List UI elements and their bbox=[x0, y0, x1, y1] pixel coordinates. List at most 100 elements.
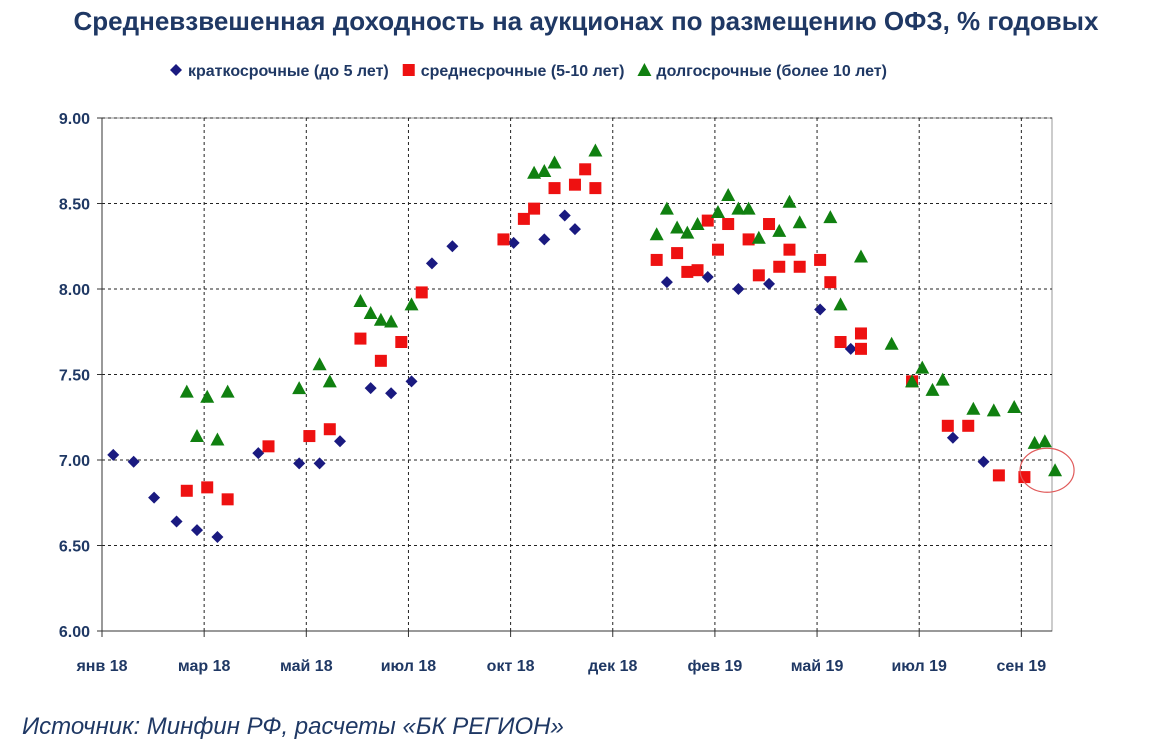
data-point-square bbox=[793, 260, 806, 273]
x-axis: янв 18 мар 18 май 18 июл 18 окт 18 дек 18 фев … bbox=[75, 630, 1052, 675]
data-point-diamond bbox=[405, 375, 418, 388]
data-point-square bbox=[711, 243, 724, 256]
x-tick-label: дек 18 bbox=[588, 658, 637, 675]
x-tick-label: сен 19 bbox=[997, 658, 1047, 675]
data-point-square bbox=[671, 247, 684, 260]
data-point-triangle bbox=[1007, 399, 1022, 413]
data-point-square bbox=[395, 336, 408, 349]
data-point-diamond bbox=[814, 303, 827, 316]
data-point-diamond bbox=[568, 223, 581, 236]
data-point-square bbox=[589, 182, 602, 195]
data-point-square bbox=[773, 260, 786, 273]
data-point-square bbox=[528, 202, 541, 215]
legend-marker-diamond bbox=[170, 64, 182, 76]
data-point-triangle bbox=[220, 384, 235, 398]
legend-item: долгосрочные (более 10 лет) bbox=[637, 63, 887, 80]
y-tick-label: 8.50 bbox=[59, 197, 90, 214]
data-point-triangle bbox=[312, 357, 327, 371]
data-point-diamond bbox=[946, 431, 959, 444]
data-point-triangle bbox=[925, 382, 940, 396]
data-point-triangle bbox=[833, 297, 848, 311]
x-tick-label: мар 18 bbox=[178, 658, 231, 675]
data-point-diamond bbox=[107, 448, 120, 461]
data-point-diamond bbox=[538, 233, 551, 246]
data-point-diamond bbox=[191, 524, 203, 537]
data-point-triangle bbox=[1037, 434, 1052, 448]
data-point-square bbox=[854, 342, 867, 355]
data-point-triangle bbox=[966, 401, 981, 415]
data-point-diamond bbox=[252, 447, 265, 460]
data-point-square bbox=[497, 233, 510, 246]
data-point-square bbox=[814, 253, 827, 266]
data-point-square bbox=[548, 182, 561, 195]
highlight-circle bbox=[1019, 447, 1075, 493]
data-point-square bbox=[962, 419, 975, 432]
data-point-triangle bbox=[731, 201, 746, 215]
legend-label: краткосрочные (до 5 лет) bbox=[188, 63, 389, 80]
data-point-triangle bbox=[373, 312, 388, 326]
data-point-diamond bbox=[446, 240, 459, 253]
data-point-diamond bbox=[425, 257, 438, 270]
y-tick-label: 7.00 bbox=[59, 453, 90, 470]
chart-title: Средневзвешенная доходность на аукционах… bbox=[74, 6, 1099, 36]
data-point-square bbox=[323, 423, 336, 436]
data-point-triangle bbox=[690, 217, 705, 231]
series-markers bbox=[107, 143, 1063, 543]
data-point-square bbox=[374, 354, 387, 367]
data-point-triangle bbox=[670, 220, 685, 234]
data-point-square bbox=[262, 440, 275, 453]
data-point-triangle bbox=[680, 225, 695, 239]
data-point-square bbox=[1018, 471, 1031, 484]
data-point-diamond bbox=[701, 271, 714, 284]
data-point-diamond bbox=[977, 455, 990, 468]
data-point-triangle bbox=[905, 374, 920, 388]
data-point-square bbox=[941, 419, 954, 432]
data-point-square bbox=[691, 264, 704, 277]
data-point-triangle bbox=[792, 215, 807, 229]
data-point-triangle bbox=[772, 223, 787, 237]
grid bbox=[102, 117, 1052, 631]
data-point-square bbox=[763, 218, 776, 231]
y-tick-label: 7.50 bbox=[59, 368, 90, 385]
data-point-triangle bbox=[322, 374, 337, 388]
data-point-triangle bbox=[823, 210, 838, 224]
data-point-diamond bbox=[558, 209, 571, 222]
data-point-square bbox=[579, 163, 592, 176]
data-point-diamond bbox=[211, 530, 224, 543]
data-point-triangle bbox=[210, 432, 225, 446]
data-point-square bbox=[783, 243, 796, 256]
series-square bbox=[180, 163, 1031, 506]
legend-label: долгосрочные (более 10 лет) bbox=[656, 63, 887, 80]
x-tick-label: окт 18 bbox=[487, 658, 535, 675]
data-point-diamond bbox=[313, 457, 326, 470]
data-point-diamond bbox=[334, 435, 347, 448]
y-tick-label: 6.00 bbox=[59, 624, 90, 641]
data-point-diamond bbox=[660, 276, 673, 289]
data-point-triangle bbox=[353, 293, 368, 307]
y-tick-label: 9.00 bbox=[59, 111, 90, 128]
data-point-triangle bbox=[659, 201, 674, 215]
data-point-triangle bbox=[1048, 463, 1063, 477]
legend-item: среднесрочные (5-10 лет) bbox=[402, 63, 624, 80]
data-point-triangle bbox=[782, 194, 797, 208]
data-point-triangle bbox=[547, 155, 562, 169]
data-point-square bbox=[752, 269, 765, 282]
data-point-square bbox=[568, 178, 581, 191]
data-point-diamond bbox=[732, 283, 745, 295]
x-tick-label: янв 18 bbox=[75, 658, 127, 675]
data-point-square bbox=[701, 214, 714, 227]
data-point-square bbox=[722, 218, 735, 231]
data-point-diamond bbox=[293, 457, 306, 470]
data-point-triangle bbox=[527, 165, 542, 179]
data-point-triangle bbox=[884, 336, 899, 350]
source-note: Источник: Минфин РФ, расчеты «БК РЕГИОН» bbox=[22, 713, 564, 740]
legend-marker-triangle bbox=[637, 63, 652, 76]
data-point-square bbox=[415, 286, 428, 299]
series-diamond bbox=[107, 209, 990, 543]
legend: краткосрочные (до 5 лет) среднесрочные (5… bbox=[170, 63, 887, 80]
data-point-diamond bbox=[507, 236, 520, 249]
data-point-square bbox=[992, 469, 1005, 482]
data-point-square bbox=[681, 265, 694, 278]
y-axis: 6.00 6.50 7.00 7.50 8.00 8.50 9.00 bbox=[59, 111, 103, 641]
data-point-square bbox=[742, 233, 755, 246]
